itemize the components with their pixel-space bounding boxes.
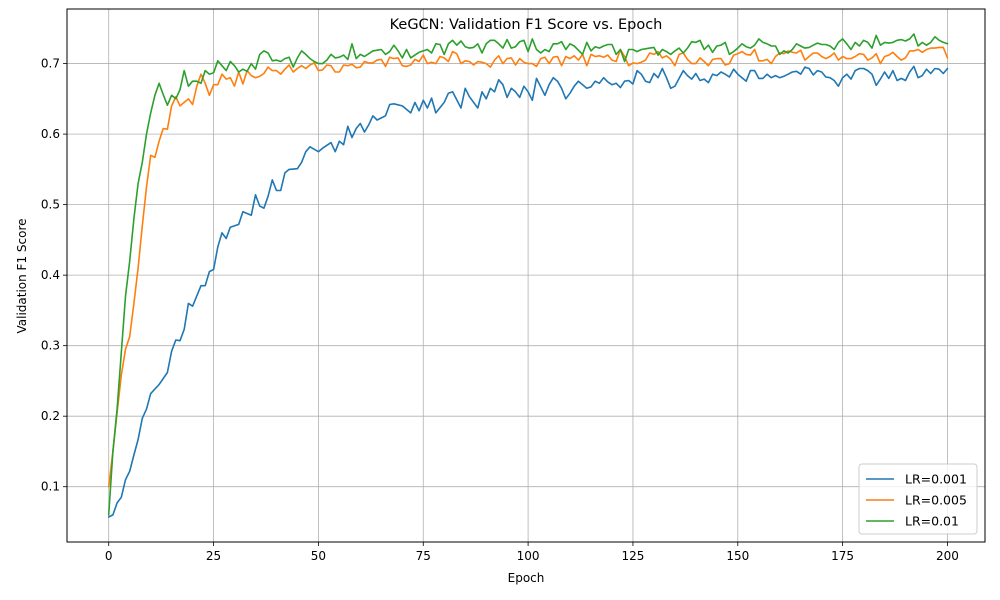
x-tick-label: 200 bbox=[936, 549, 959, 563]
legend-label: LR=0.001 bbox=[905, 472, 967, 487]
x-tick-label: 175 bbox=[831, 549, 854, 563]
series-lines bbox=[107, 33, 949, 518]
x-tick-label: 100 bbox=[517, 549, 540, 563]
x-tick-label: 0 bbox=[105, 549, 113, 563]
y-tick-label: 0.5 bbox=[41, 198, 60, 212]
legend-frame bbox=[858, 463, 978, 535]
x-axis-title: Epoch bbox=[508, 571, 545, 585]
y-axis-ticks: 0.1 0.2 0.3 0.4 0.5 0.6 0.7 bbox=[41, 57, 67, 494]
y-tick-label: 0.4 bbox=[41, 268, 60, 282]
y-tick-label: 0.2 bbox=[41, 409, 60, 423]
x-tick-label: 25 bbox=[206, 549, 221, 563]
legend: LR=0.001 LR=0.005 LR=0.01 bbox=[858, 463, 978, 535]
x-tick-label: 125 bbox=[621, 549, 644, 563]
grid-lines bbox=[67, 9, 985, 542]
y-tick-label: 0.6 bbox=[41, 127, 60, 141]
series-line-3 bbox=[107, 33, 949, 516]
legend-label: LR=0.005 bbox=[905, 493, 967, 508]
y-tick-label: 0.3 bbox=[41, 339, 60, 353]
legend-label: LR=0.01 bbox=[905, 514, 959, 529]
y-tick-label: 0.1 bbox=[41, 480, 60, 494]
x-tick-label: 50 bbox=[311, 549, 326, 563]
x-tick-label: 150 bbox=[726, 549, 749, 563]
y-tick-label: 0.7 bbox=[41, 57, 60, 71]
y-axis-title: Validation F1 Score bbox=[15, 218, 29, 333]
series-line-1 bbox=[107, 65, 949, 518]
x-tick-label: 75 bbox=[416, 549, 431, 563]
chart-title: KeGCN: Validation F1 Score vs. Epoch bbox=[390, 17, 663, 33]
x-axis-ticks: 0 25 50 75 100 125 150 175 200 bbox=[105, 542, 959, 563]
series-line-2 bbox=[107, 46, 949, 488]
